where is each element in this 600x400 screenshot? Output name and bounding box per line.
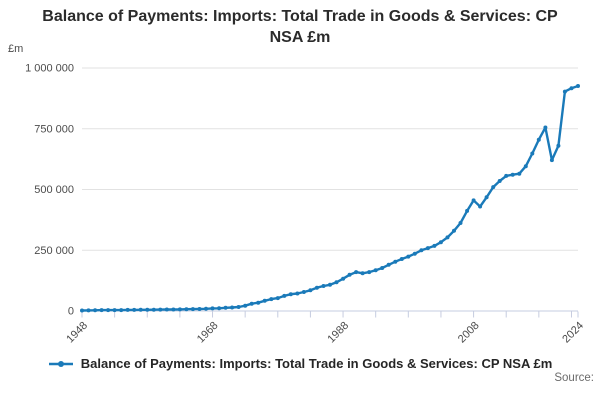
data-point[interactable] [328, 282, 332, 287]
chart-title-text: Balance of Payments: Imports: Total Trad… [42, 8, 558, 47]
data-point[interactable] [386, 262, 391, 267]
data-point[interactable] [119, 308, 124, 313]
data-point[interactable] [138, 307, 143, 312]
data-point[interactable] [504, 173, 509, 178]
data-point[interactable] [341, 276, 346, 281]
data-point[interactable] [151, 307, 156, 312]
data-point[interactable] [491, 185, 496, 190]
data-point[interactable] [282, 293, 287, 298]
data-point[interactable] [204, 306, 208, 311]
data-point[interactable] [262, 298, 267, 303]
data-point[interactable] [471, 198, 476, 203]
x-tick-label: 1948 [64, 320, 90, 346]
data-point[interactable] [445, 235, 450, 240]
data-point[interactable] [562, 89, 567, 94]
x-tick-label: 1988 [325, 320, 351, 346]
y-tick-label: 0 [68, 306, 74, 318]
data-point[interactable] [243, 303, 248, 308]
x-tick-label: 2008 [456, 320, 482, 346]
data-point[interactable] [256, 300, 261, 305]
data-point[interactable] [399, 257, 404, 261]
data-point[interactable] [86, 308, 91, 313]
data-point[interactable] [295, 291, 300, 296]
data-point[interactable] [308, 288, 313, 293]
data-point[interactable] [556, 143, 561, 148]
data-point[interactable] [543, 125, 548, 130]
data-point[interactable] [275, 296, 280, 301]
data-point[interactable] [334, 280, 339, 285]
data-point[interactable] [530, 151, 535, 156]
x-tick-label: 2024 [560, 320, 586, 346]
data-point[interactable] [576, 84, 580, 88]
data-point[interactable] [190, 307, 195, 312]
y-tick-label: 250 000 [34, 245, 74, 257]
data-point[interactable] [432, 243, 437, 248]
data-point[interactable] [164, 307, 169, 312]
legend-line-marker-icon [48, 360, 73, 367]
data-point[interactable] [367, 270, 372, 275]
data-point[interactable] [497, 179, 502, 183]
legend[interactable]: Balance of Payments: Imports: Total Trad… [0, 356, 600, 371]
data-point[interactable] [301, 290, 306, 294]
y-tick-label: 750 000 [34, 123, 74, 135]
data-point[interactable] [80, 308, 84, 313]
y-axis-unit-label: £m [8, 43, 23, 55]
data-point[interactable] [197, 307, 202, 311]
data-point[interactable] [484, 195, 489, 200]
data-point[interactable] [132, 307, 137, 312]
x-tick-label: 1968 [195, 320, 221, 346]
data-point[interactable] [177, 307, 182, 312]
data-point[interactable] [217, 306, 222, 311]
data-point[interactable] [125, 307, 130, 312]
data-point[interactable] [158, 307, 163, 312]
data-point[interactable] [360, 271, 365, 276]
data-point[interactable] [171, 307, 176, 312]
data-point[interactable] [223, 305, 228, 310]
data-point[interactable] [354, 270, 359, 275]
data-point[interactable] [314, 285, 319, 290]
data-point[interactable] [425, 246, 430, 251]
data-point[interactable] [478, 204, 483, 209]
data-point[interactable] [249, 301, 254, 306]
data-point[interactable] [269, 297, 274, 302]
data-point[interactable] [517, 171, 522, 176]
data-point[interactable] [106, 308, 111, 313]
chart-canvas: 0 250 000 500 000 750 000 1 000 000£m 1948 196… [8, 43, 586, 346]
data-point[interactable] [145, 307, 150, 312]
data-point[interactable] [210, 306, 215, 311]
data-point[interactable] [536, 137, 541, 142]
data-point[interactable] [452, 228, 456, 233]
data-point[interactable] [373, 268, 378, 273]
data-point[interactable] [510, 172, 515, 177]
data-point[interactable] [93, 308, 98, 313]
y-tick-label: 500 000 [34, 184, 74, 196]
data-point[interactable] [438, 240, 443, 245]
data-point[interactable] [321, 284, 326, 288]
data-point[interactable] [569, 86, 574, 91]
source-label: Source: [554, 372, 594, 384]
data-point[interactable] [380, 266, 385, 270]
legend-label: Balance of Payments: Imports: Total Trad… [80, 356, 553, 371]
data-point[interactable] [412, 251, 417, 256]
page-title: Balance of Payments: Imports: Total Trad… [0, 6, 600, 48]
data-point[interactable] [230, 305, 235, 310]
data-point[interactable] [419, 248, 424, 253]
data-point[interactable] [112, 308, 117, 313]
data-point[interactable] [465, 208, 470, 213]
data-series-line[interactable] [80, 84, 580, 312]
data-point[interactable] [523, 164, 528, 169]
data-point[interactable] [549, 158, 554, 163]
y-tick-label: 1 000 000 [25, 63, 74, 75]
data-point[interactable] [406, 254, 411, 259]
data-point[interactable] [458, 221, 463, 225]
data-point[interactable] [236, 305, 241, 309]
data-point[interactable] [288, 292, 293, 297]
data-point[interactable] [184, 307, 189, 312]
data-point[interactable] [393, 259, 398, 264]
data-point[interactable] [99, 308, 104, 313]
data-point[interactable] [347, 272, 352, 277]
